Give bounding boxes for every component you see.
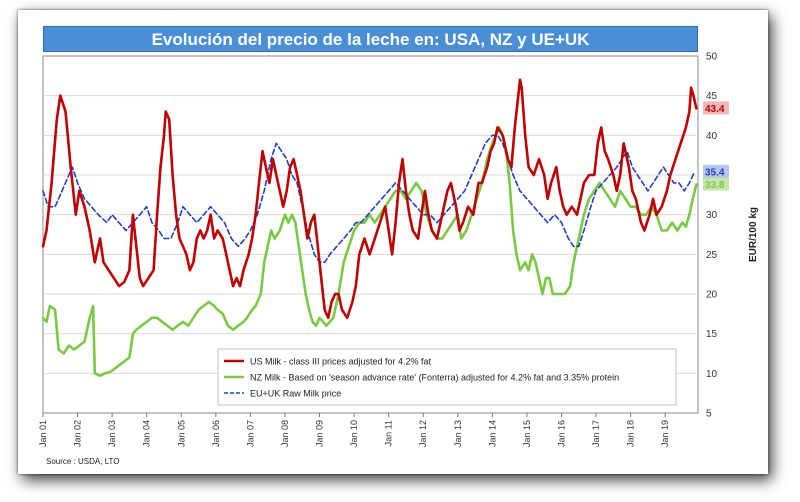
legend-box [217, 348, 677, 406]
eu-uk-milk-legend-label: EU+UK Raw Milk price [250, 389, 341, 399]
y-tick-label: 50 [706, 52, 718, 63]
eu-uk-milk-end-label-group: 35.4 [703, 164, 729, 178]
x-tick-label: Jan 02 [73, 420, 83, 447]
x-tick-label: Jan 15 [522, 420, 532, 447]
x-tick-label: Jan 14 [487, 420, 497, 447]
x-tick-label: Jan 04 [142, 420, 152, 447]
y-tick-label: 5 [706, 409, 712, 420]
eu-uk-milk-end-label-bg [703, 164, 729, 178]
nz-milk-end-label-group: 33.8 [703, 177, 729, 191]
x-tick-label: Jan 13 [453, 420, 463, 447]
us-milk-line [41, 78, 698, 320]
x-tick-label: Jan 19 [660, 420, 670, 447]
y-tick-label: 45 [706, 91, 718, 102]
y-tick-label: 10 [706, 369, 718, 380]
x-tick-label: Jan 11 [384, 420, 394, 446]
y-tick-label: 20 [706, 290, 718, 301]
nz-milk-line [41, 126, 698, 377]
x-tick-label: Jan 17 [591, 420, 601, 447]
x-tick-label: Jan 07 [245, 420, 255, 447]
source-note: Source : USDA, LTO [46, 457, 120, 466]
x-tick-label: Jan 16 [556, 420, 566, 447]
y-axis-title: EUR/100 kg [748, 207, 759, 262]
us-milk-legend-label: US Milk - class III prices adjusted for … [250, 357, 432, 367]
x-tick-label: Jan 06 [211, 420, 221, 447]
x-tick-label: Jan 18 [626, 420, 636, 447]
x-tick-label: Jan 08 [280, 420, 290, 447]
nz-milk-end-label: 33.8 [705, 180, 725, 191]
x-tick-label: Jan 12 [418, 420, 428, 447]
x-tick-label: Jan 09 [315, 420, 325, 447]
x-tick-label: Jan 03 [107, 420, 117, 447]
legend: US Milk - class III prices adjusted for … [217, 348, 677, 406]
y-tick-label: 25 [706, 250, 718, 261]
us-milk-end-label-bg [703, 101, 729, 115]
x-tick-label: Jan 10 [349, 420, 359, 447]
eu-uk-milk-end-label: 35.4 [705, 167, 725, 178]
y-tick-label: 30 [706, 210, 718, 221]
x-tick-label: Jan 01 [38, 420, 48, 447]
nz-milk-end-label-bg [703, 177, 729, 191]
y-tick-label: 15 [706, 329, 718, 340]
y-tick-label: 40 [706, 131, 718, 142]
x-tick-label: Jan 05 [176, 420, 186, 447]
nz-milk-legend-label: NZ Milk - Based on 'season advance rate'… [250, 373, 619, 383]
us-milk-end-label-group: 43.4 [703, 101, 729, 115]
chart-title: Evolución del precio de la leche en: USA… [43, 26, 698, 52]
us-milk-end-label: 43.4 [705, 104, 725, 115]
